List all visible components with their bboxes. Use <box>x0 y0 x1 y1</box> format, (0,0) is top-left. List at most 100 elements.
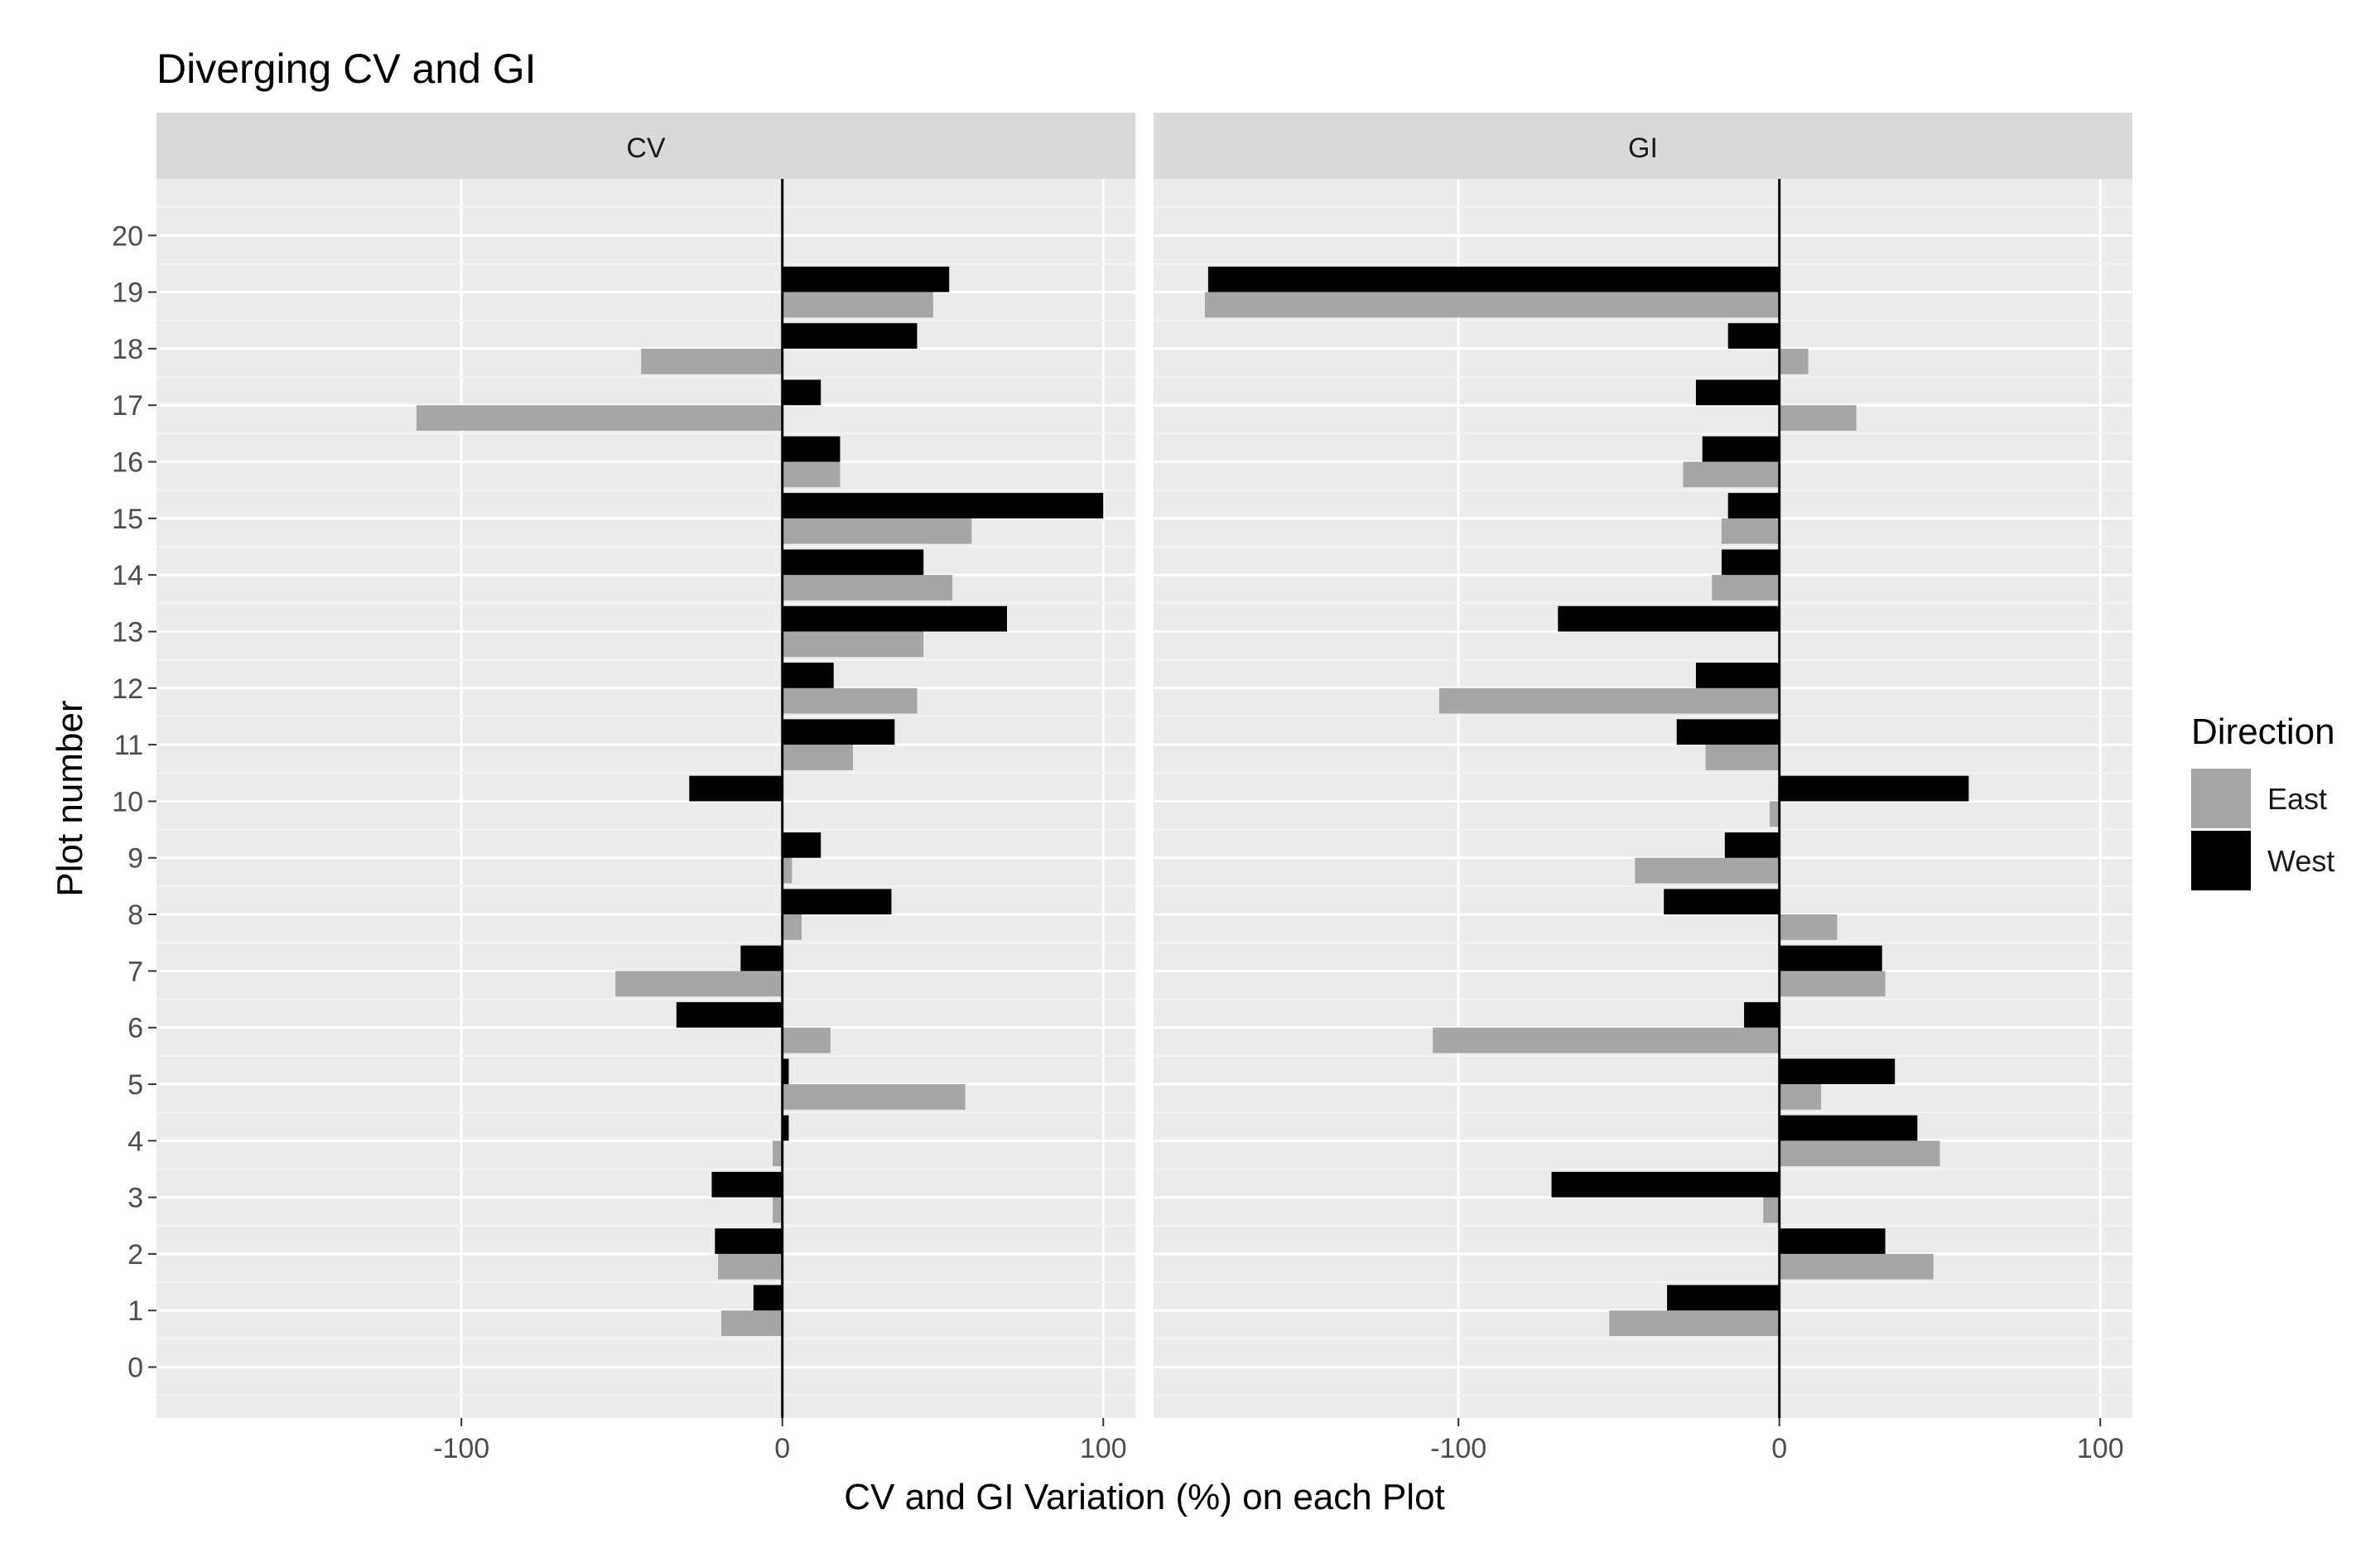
bar-gi-west-plot-3 <box>1551 1171 1780 1198</box>
bar-cv-west-plot-1 <box>753 1285 783 1311</box>
bar-gi-west-plot-6 <box>1744 1001 1780 1028</box>
x-tick-label: -100 <box>433 1433 489 1464</box>
bar-cv-east-plot-14 <box>782 575 953 600</box>
bar-cv-west-plot-17 <box>782 379 821 406</box>
bar-gi-west-plot-19 <box>1207 266 1780 292</box>
y-tick-label: 2 <box>128 1239 143 1271</box>
x-tick-label: 100 <box>2077 1433 2124 1464</box>
bar-cv-west-plot-16 <box>782 436 841 462</box>
panel-cv-grid <box>157 179 1135 1418</box>
bar-gi-east-plot-11 <box>1705 745 1780 770</box>
panel-gi-background <box>1154 179 2132 1418</box>
panel-gi-bars <box>1205 179 1969 1418</box>
bar-gi-west-plot-10 <box>1779 775 1969 802</box>
bar-gi-west-plot-5 <box>1779 1059 1896 1084</box>
panel-cv-strip-label: CV <box>626 133 666 164</box>
bar-gi-east-plot-16 <box>1683 461 1780 488</box>
chart-title: Diverging CV and GI <box>157 46 537 92</box>
y-tick-label: 16 <box>112 447 143 479</box>
bar-gi-west-plot-12 <box>1695 663 1780 688</box>
bar-gi-west-plot-14 <box>1721 549 1780 576</box>
bar-gi-east-plot-6 <box>1433 1027 1780 1054</box>
legend: Direction East West <box>2191 711 2335 890</box>
y-tick-label: 8 <box>128 899 143 931</box>
y-tick-label: 20 <box>112 220 143 252</box>
y-tick-label: 18 <box>112 334 143 365</box>
y-axis-label: Plot number <box>50 700 90 896</box>
y-tick-label: 19 <box>112 277 143 309</box>
bar-cv-east-plot-16 <box>782 461 841 488</box>
bar-gi-west-plot-16 <box>1702 436 1780 462</box>
bar-cv-east-plot-19 <box>782 292 933 318</box>
bar-cv-east-plot-17 <box>416 405 783 431</box>
bar-gi-east-plot-1 <box>1609 1310 1780 1336</box>
panel-cv-x-axis: -100 0 100 <box>433 1418 1127 1464</box>
bar-cv-east-plot-11 <box>782 745 853 770</box>
bar-cv-east-plot-12 <box>782 687 918 714</box>
bar-cv-east-plot-15 <box>782 518 972 544</box>
bar-cv-east-plot-13 <box>782 631 924 658</box>
bar-cv-east-plot-18 <box>641 348 783 374</box>
bar-cv-east-plot-7 <box>615 971 783 997</box>
legend-key-west <box>2191 831 2251 890</box>
bar-gi-east-plot-10 <box>1770 801 1780 827</box>
bar-cv-west-plot-9 <box>782 832 821 858</box>
bar-gi-east-plot-7 <box>1779 971 1886 997</box>
bar-cv-east-plot-3 <box>773 1197 783 1223</box>
y-tick-label: 11 <box>114 730 143 761</box>
bar-gi-west-plot-9 <box>1724 832 1780 858</box>
y-tick-label: 6 <box>128 1013 143 1044</box>
panel-gi-strip-label: GI <box>1628 133 1658 164</box>
y-tick-label: 10 <box>112 786 143 817</box>
bar-cv-west-plot-15 <box>782 493 1104 518</box>
y-tick-label: 5 <box>128 1069 143 1101</box>
bar-cv-west-plot-3 <box>711 1171 783 1198</box>
y-tick-label: 0 <box>128 1353 143 1384</box>
x-tick-label: 100 <box>1080 1433 1127 1464</box>
bar-cv-west-plot-12 <box>782 663 834 688</box>
panel-cv-background <box>157 179 1135 1418</box>
bar-cv-east-plot-1 <box>721 1310 783 1336</box>
y-tick-label: 17 <box>112 390 143 422</box>
bar-gi-west-plot-2 <box>1779 1228 1886 1254</box>
bar-gi-west-plot-7 <box>1779 945 1882 972</box>
y-tick-label: 7 <box>128 956 143 987</box>
y-tick-label: 14 <box>112 560 143 591</box>
bar-cv-west-plot-18 <box>782 323 918 349</box>
y-tick-label: 15 <box>112 504 143 535</box>
bar-cv-east-plot-9 <box>782 857 793 884</box>
legend-key-east <box>2191 769 2251 828</box>
panel-gi: GI -100 0 100 <box>1154 113 2132 1464</box>
bar-gi-east-plot-3 <box>1763 1197 1780 1223</box>
bar-gi-east-plot-9 <box>1635 857 1780 884</box>
bar-cv-west-plot-7 <box>740 945 783 972</box>
bar-cv-west-plot-19 <box>782 266 950 292</box>
y-tick-label: 9 <box>128 843 143 875</box>
panel-cv-bars <box>416 179 1104 1418</box>
bar-gi-west-plot-8 <box>1664 889 1780 915</box>
legend-label-west: West <box>2267 844 2334 878</box>
legend-label-east: East <box>2267 782 2327 816</box>
bar-gi-west-plot-17 <box>1695 379 1780 406</box>
bar-cv-east-plot-6 <box>782 1027 831 1054</box>
bar-cv-east-plot-5 <box>782 1083 966 1110</box>
bar-gi-east-plot-14 <box>1712 575 1780 600</box>
x-tick-label: 0 <box>774 1433 790 1464</box>
bar-cv-west-plot-4 <box>782 1115 789 1141</box>
bar-cv-east-plot-4 <box>773 1141 783 1167</box>
bar-gi-east-plot-12 <box>1438 687 1780 714</box>
bar-gi-west-plot-1 <box>1667 1285 1780 1311</box>
bar-cv-west-plot-6 <box>676 1001 783 1028</box>
x-tick-label: 0 <box>1771 1433 1787 1464</box>
bar-gi-west-plot-4 <box>1779 1115 1918 1141</box>
panel-gi-x-axis: -100 0 100 <box>1430 1418 2124 1464</box>
bar-cv-west-plot-14 <box>782 549 924 576</box>
bar-cv-east-plot-2 <box>718 1253 783 1280</box>
bar-gi-east-plot-8 <box>1779 914 1838 940</box>
bar-cv-west-plot-2 <box>715 1228 783 1254</box>
panel-cv: CV -100 0 100 <box>157 113 1135 1464</box>
legend-title: Direction <box>2191 711 2335 752</box>
y-tick-label: 4 <box>128 1126 143 1157</box>
